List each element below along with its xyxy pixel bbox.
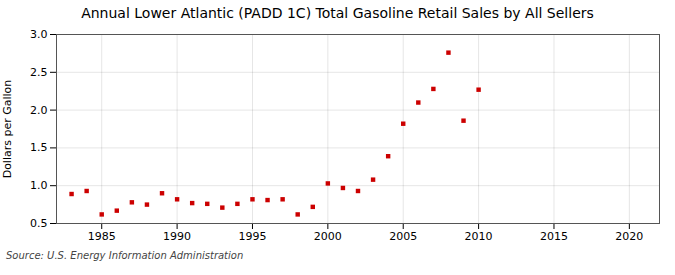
html-text:Annual Lower Atlantic (PADD 1C: Annual Lower Atlantic (PADD 1C) Total Ga… bbox=[81, 5, 594, 21]
svg-text:1995: 1995 bbox=[238, 230, 266, 243]
html-text:Source: U.S. Energy Informatio: Source: U.S. Energy Information Administ… bbox=[6, 250, 244, 261]
svg-text:2000: 2000 bbox=[314, 230, 342, 243]
svg-text:2.0: 2.0 bbox=[30, 104, 48, 117]
svg-text:1985: 1985 bbox=[88, 230, 116, 243]
svg-text:2015: 2015 bbox=[540, 230, 568, 243]
svg-text:1.5: 1.5 bbox=[30, 141, 48, 154]
svg-text:2020: 2020 bbox=[615, 230, 643, 243]
svg-text:0.5: 0.5 bbox=[30, 217, 48, 230]
svg-text:3.0: 3.0 bbox=[30, 28, 48, 41]
svg-text:Dollars per Gallon: Dollars per Gallon bbox=[1, 80, 14, 179]
svg-text:2010: 2010 bbox=[465, 230, 493, 243]
svg-text:2005: 2005 bbox=[389, 230, 417, 243]
svg-text:1990: 1990 bbox=[163, 230, 191, 243]
svg-text:2.5: 2.5 bbox=[30, 66, 48, 79]
svg-text:1.0: 1.0 bbox=[30, 179, 48, 192]
